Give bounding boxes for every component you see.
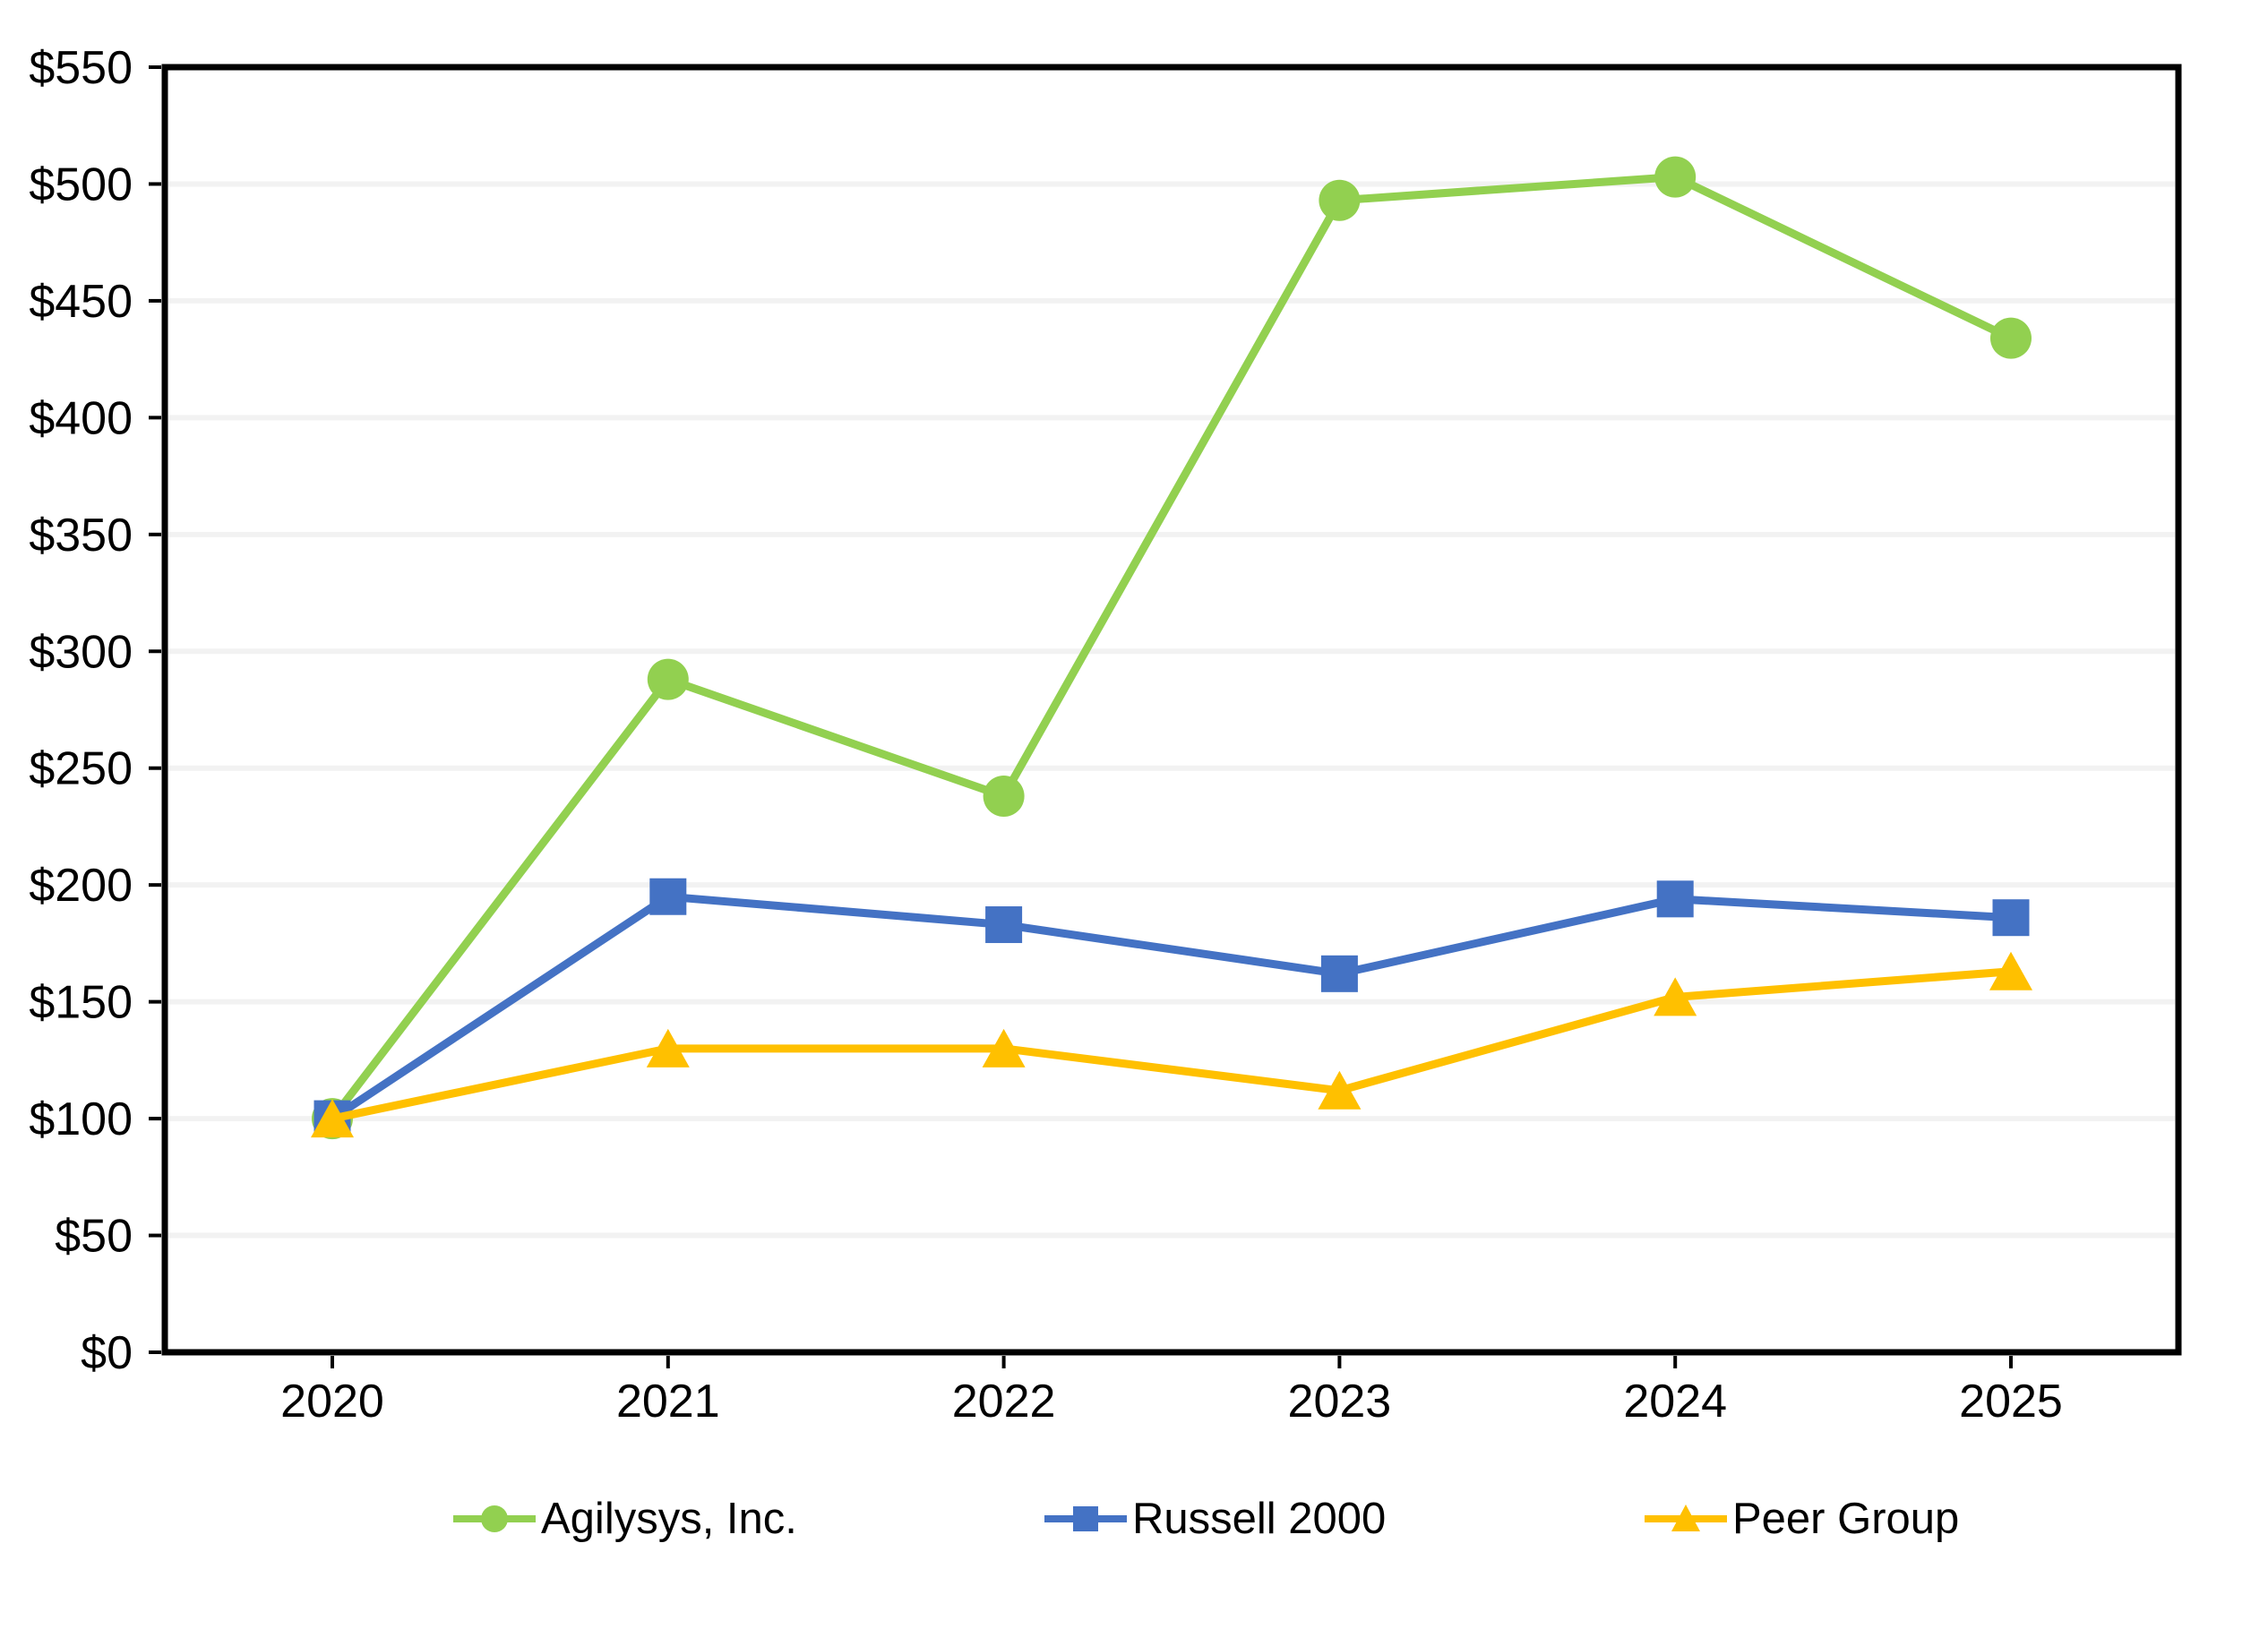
legend-item-russell-2000: Russell 2000 bbox=[1044, 1494, 1386, 1544]
x-axis-label-2023: 2023 bbox=[1288, 1376, 1392, 1428]
y-axis-label-100: $100 bbox=[29, 1093, 133, 1145]
marker-peer-group-2020 bbox=[311, 1099, 354, 1138]
marker-agilysys-inc-2025 bbox=[1990, 317, 2032, 359]
y-axis-label-400: $400 bbox=[29, 392, 133, 444]
marker-russell-2000-2022 bbox=[985, 906, 1023, 944]
y-axis-label-0: $0 bbox=[81, 1327, 133, 1379]
y-axis-label-550: $550 bbox=[29, 42, 133, 94]
marker-peer-group-2021 bbox=[646, 1028, 690, 1067]
x-axis-label-2024: 2024 bbox=[1623, 1376, 1727, 1428]
peer-group-triangle-legend-icon bbox=[1645, 1505, 1727, 1531]
marker-agilysys-inc-2023 bbox=[1319, 179, 1361, 221]
marker-peer-group-2025 bbox=[1989, 951, 2032, 990]
marker-agilysys-inc-2021 bbox=[647, 658, 689, 700]
y-axis-label-350: $350 bbox=[29, 510, 133, 562]
legend-item-agilysys-inc: Agilysys, Inc. bbox=[453, 1494, 797, 1544]
russell-2000-square-legend-icon bbox=[1044, 1506, 1127, 1531]
marker-peer-group-2024 bbox=[1654, 977, 1697, 1016]
marker-russell-2000-2024 bbox=[1656, 880, 1694, 918]
series-line-peer-group bbox=[331, 967, 2012, 1123]
x-axis-label-2021: 2021 bbox=[616, 1376, 720, 1428]
series-line-russell-2000 bbox=[330, 892, 2012, 1122]
x-axis-label-2022: 2022 bbox=[952, 1376, 1056, 1428]
x-axis-label-2020: 2020 bbox=[280, 1376, 384, 1428]
marker-peer-group-2022 bbox=[982, 1028, 1026, 1067]
y-axis-label-250: $250 bbox=[29, 743, 133, 795]
legend-label-russell-2000: Russell 2000 bbox=[1132, 1495, 1387, 1543]
plot-border bbox=[161, 64, 2182, 1356]
y-axis-label-450: $450 bbox=[29, 276, 133, 328]
series-line-agilysys-inc bbox=[329, 173, 2013, 1121]
marker-peer-group-2023 bbox=[1318, 1070, 1362, 1110]
y-axis-label-300: $300 bbox=[29, 626, 133, 678]
y-axis-label-500: $500 bbox=[29, 159, 133, 210]
legend-label-agilysys-inc: Agilysys, Inc. bbox=[541, 1495, 797, 1543]
marker-russell-2000-2025 bbox=[1992, 899, 2030, 937]
marker-agilysys-inc-2024 bbox=[1654, 156, 1697, 198]
agilysys-inc-circle-legend-icon bbox=[453, 1505, 536, 1532]
y-axis-label-150: $150 bbox=[29, 977, 133, 1029]
marker-agilysys-inc-2022 bbox=[983, 776, 1025, 818]
y-axis-label-50: $50 bbox=[55, 1211, 133, 1263]
legend-item-peer-group: Peer Group bbox=[1645, 1494, 1959, 1544]
y-axis-label-200: $200 bbox=[29, 860, 133, 912]
marker-russell-2000-2021 bbox=[649, 878, 687, 915]
x-axis-label-2025: 2025 bbox=[1959, 1376, 2063, 1428]
marker-russell-2000-2023 bbox=[1320, 955, 1358, 992]
legend-label-peer-group: Peer Group bbox=[1732, 1495, 1960, 1543]
